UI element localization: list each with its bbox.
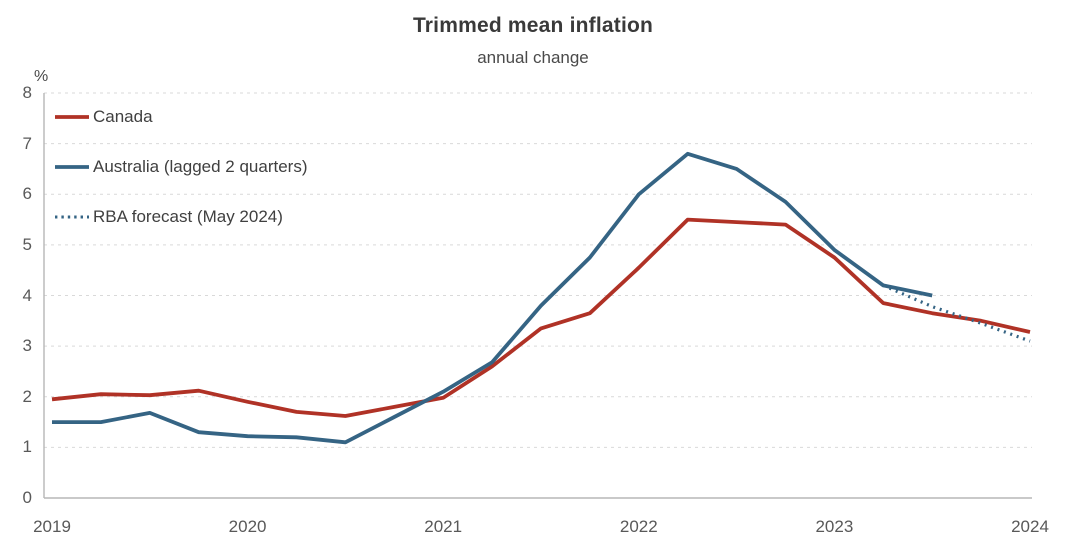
y-tick-label-4: 4 [22, 285, 32, 305]
y-tick-label-2: 2 [22, 386, 32, 406]
australia-line [52, 151, 933, 445]
rba-forecast-line [882, 283, 1031, 343]
legend: Canada Australia (lagged 2 quarters) RBA f… [55, 103, 308, 253]
legend-label-australia: Australia (lagged 2 quarters) [93, 157, 308, 176]
y-tick-label-5: 5 [22, 234, 32, 254]
chart-title: Trimmed mean inflation [412, 14, 654, 37]
x-tick-label-2024: 2024 [1011, 517, 1049, 536]
legend-item-canada: Canada [55, 103, 308, 131]
legend-line-icon [55, 165, 89, 169]
y-tick-label-0: 0 [22, 488, 32, 507]
legend-label-canada: Canada [93, 107, 153, 126]
legend-item-rba: RBA forecast (May 2024) [55, 203, 308, 231]
y-tick-label-6: 6 [22, 184, 32, 204]
canada-line [51, 217, 1031, 418]
y-tick-label-3: 3 [22, 336, 32, 356]
x-tick-label-2023: 2023 [815, 517, 854, 536]
x-tick-label-2019: 2019 [33, 517, 71, 536]
legend-dotted-line-icon [55, 215, 89, 219]
chart-subtitle: annual change [477, 48, 589, 67]
legend-item-australia: Australia (lagged 2 quarters) [55, 153, 308, 181]
legend-label-rba: RBA forecast (May 2024) [93, 207, 283, 226]
y-axis-unit-label: % [34, 68, 49, 85]
legend-line-icon [55, 115, 89, 119]
x-tick-label-2022: 2022 [619, 517, 658, 536]
y-tick-label-8: 8 [22, 83, 32, 102]
y-tick-label-7: 7 [22, 133, 32, 153]
x-tick-label-2020: 2020 [228, 517, 267, 536]
y-tick-label-1: 1 [22, 437, 32, 457]
x-tick-label-2021: 2021 [424, 517, 463, 536]
